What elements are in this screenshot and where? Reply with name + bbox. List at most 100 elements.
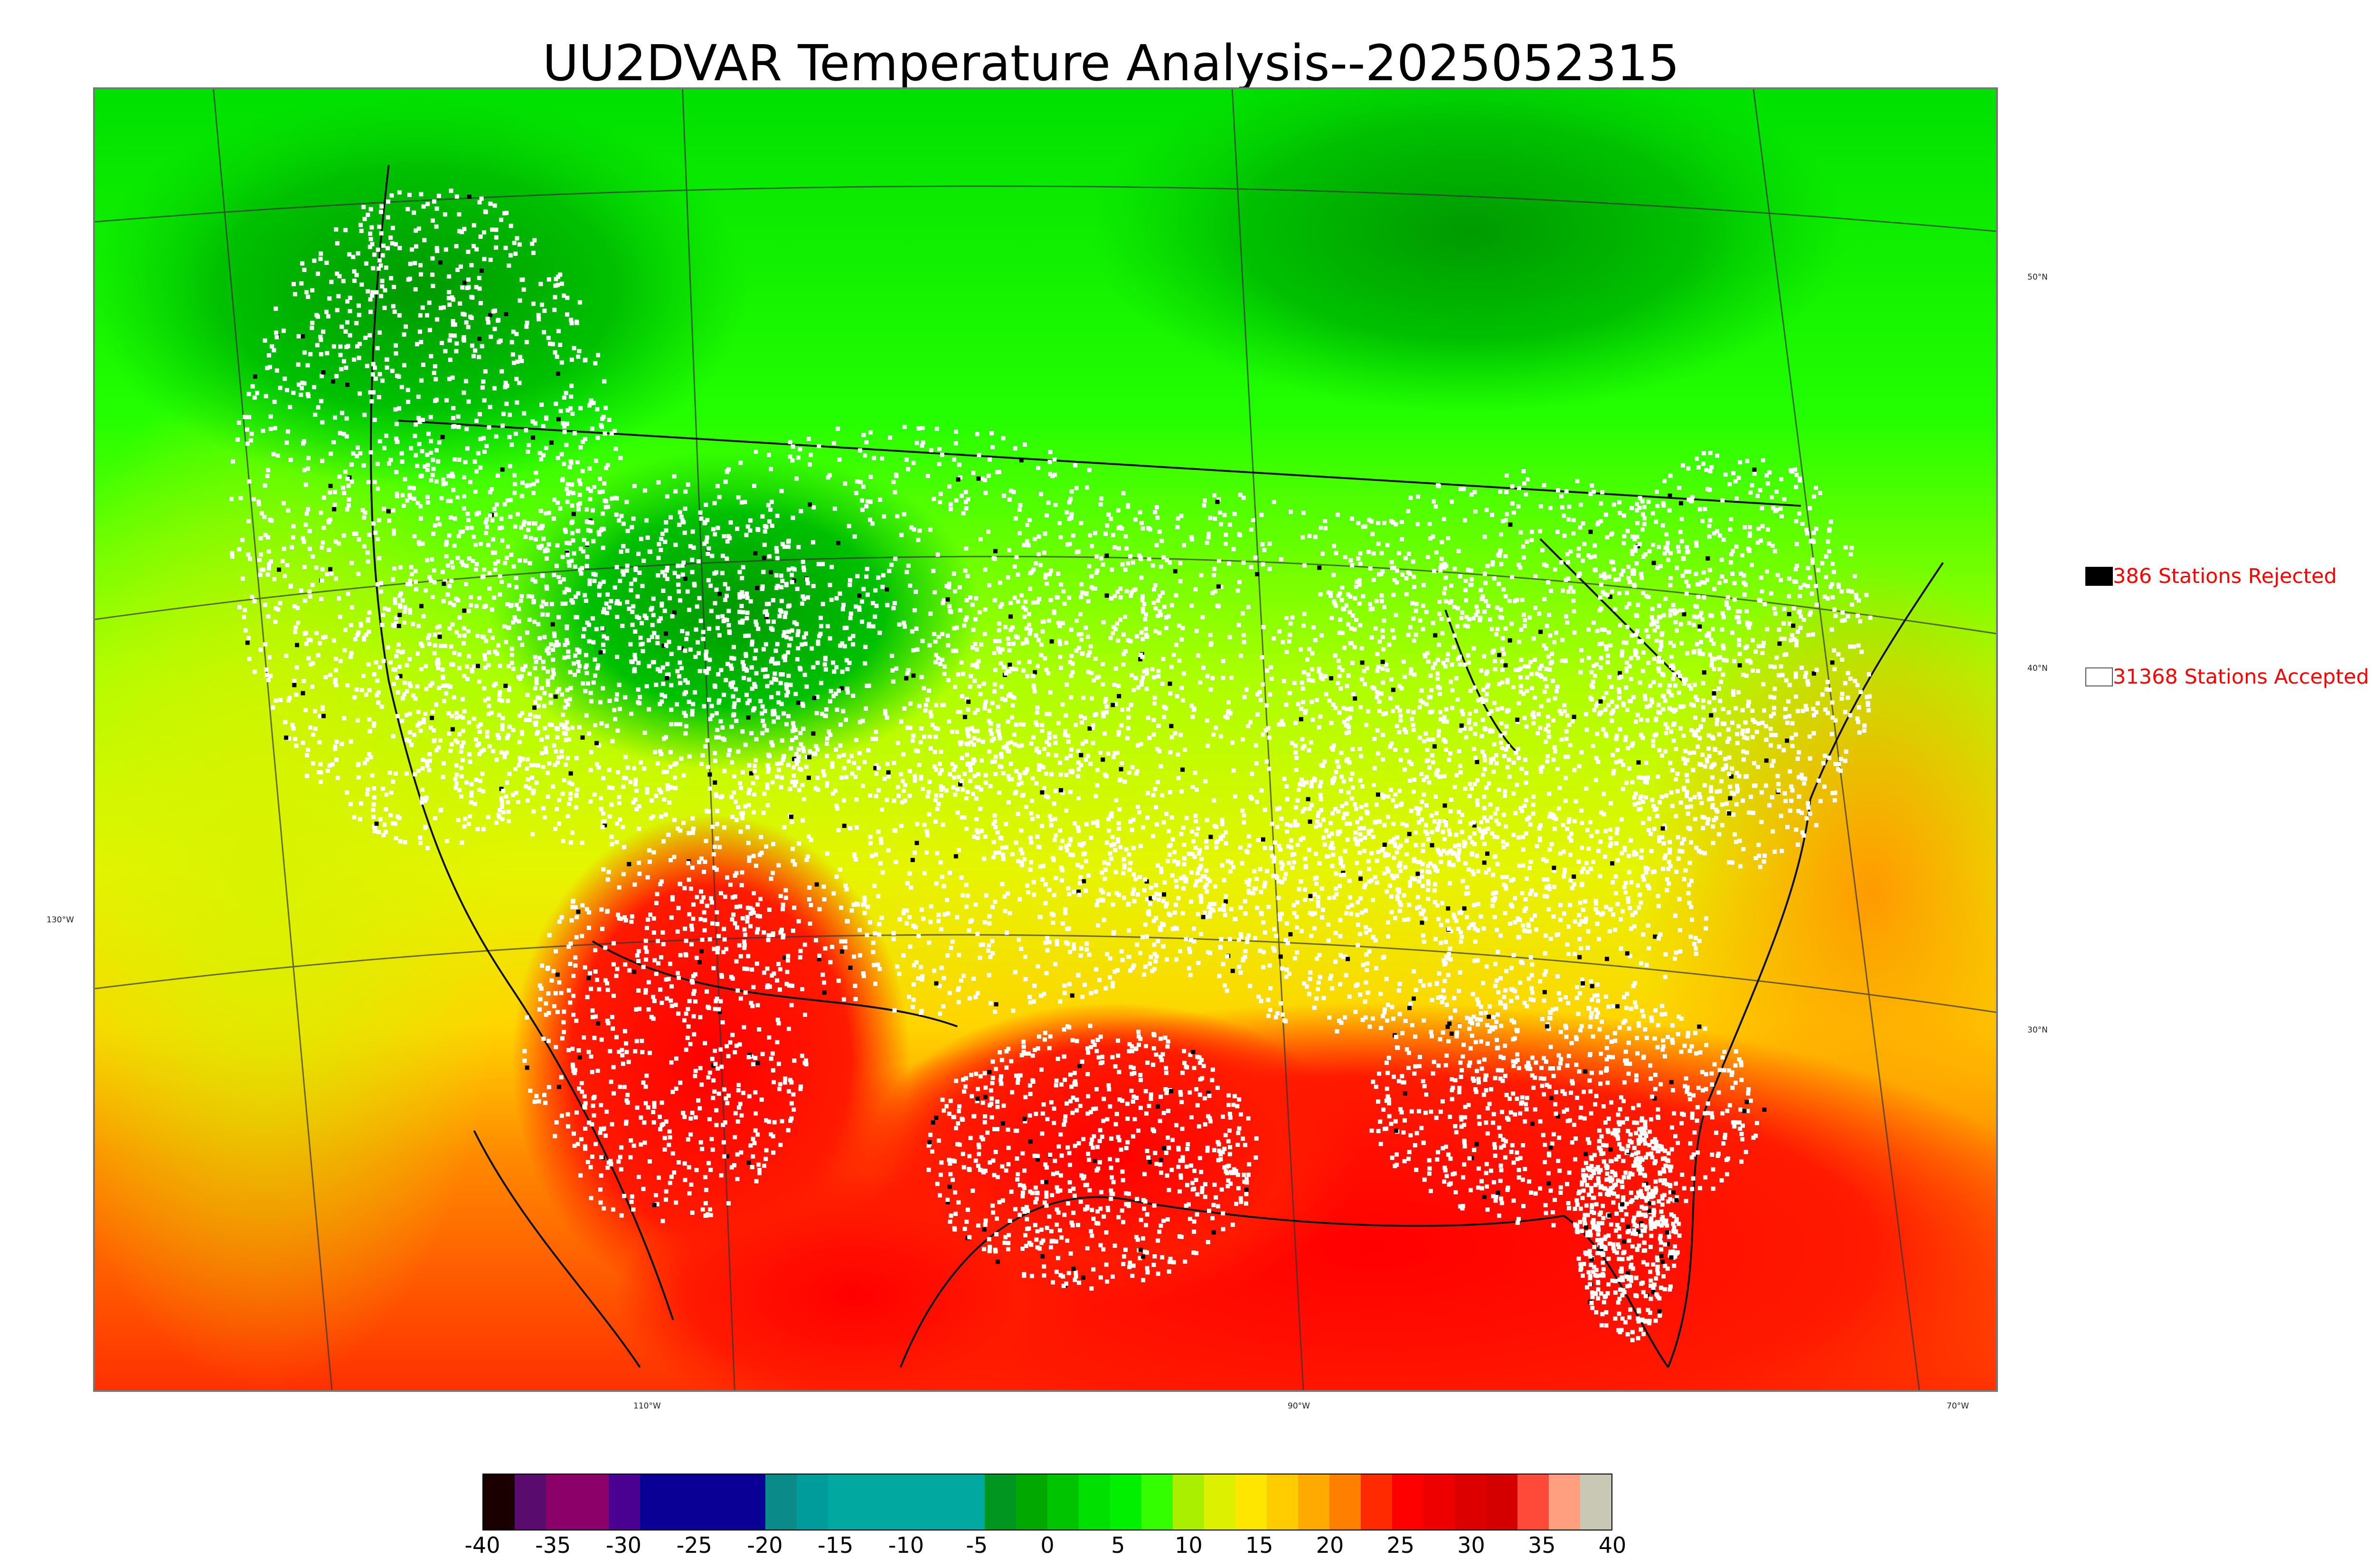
station-marker <box>1333 807 1338 811</box>
station-marker <box>1017 772 1022 777</box>
station-marker <box>459 794 463 799</box>
station-marker <box>1601 727 1606 732</box>
station-marker <box>536 730 540 734</box>
station-marker <box>389 276 394 281</box>
station-marker <box>1369 635 1374 640</box>
station-marker <box>914 590 918 594</box>
station-marker <box>1299 777 1304 782</box>
station-marker <box>419 378 424 383</box>
station-marker <box>1537 611 1542 616</box>
station-marker <box>293 629 298 634</box>
station-marker <box>427 768 432 772</box>
station-marker <box>1408 625 1413 629</box>
station-marker <box>1633 791 1638 796</box>
station-marker <box>963 499 968 504</box>
station-marker <box>403 840 407 845</box>
station-marker <box>999 661 1003 666</box>
station-marker <box>1369 828 1374 833</box>
station-marker <box>1160 793 1165 798</box>
station-marker <box>1232 512 1237 516</box>
station-marker <box>562 430 567 434</box>
station-marker <box>390 577 395 582</box>
station-marker <box>682 711 687 715</box>
station-marker <box>947 604 952 609</box>
station-marker <box>825 736 829 741</box>
station-marker <box>533 686 537 691</box>
station-marker <box>722 693 726 697</box>
station-marker <box>615 770 620 774</box>
station-marker <box>1126 638 1130 643</box>
station-marker <box>352 531 357 536</box>
station-marker <box>769 467 773 471</box>
station-marker <box>505 736 509 741</box>
station-marker <box>729 724 734 729</box>
station-marker <box>400 598 405 603</box>
station-marker <box>441 775 445 779</box>
station-marker <box>1050 474 1055 479</box>
station-marker <box>817 444 821 449</box>
station-marker <box>1314 824 1319 829</box>
station-marker <box>1074 648 1079 653</box>
station-marker <box>964 826 969 831</box>
station-marker <box>672 474 677 479</box>
station-marker <box>1268 692 1272 697</box>
station-marker <box>438 260 443 265</box>
station-marker <box>1427 780 1432 785</box>
station-marker <box>1621 640 1626 645</box>
station-marker <box>544 556 549 561</box>
station-marker <box>565 756 570 761</box>
station-marker <box>1118 845 1123 849</box>
station-marker <box>477 752 482 756</box>
station-marker <box>250 594 254 599</box>
station-marker <box>1340 668 1345 673</box>
station-marker <box>1136 743 1140 748</box>
station-marker <box>1211 732 1216 737</box>
station-marker <box>1275 807 1280 811</box>
station-marker <box>1425 869 1430 874</box>
station-marker <box>382 507 386 511</box>
station-marker <box>693 655 698 659</box>
station-marker <box>556 371 560 376</box>
station-marker <box>1485 563 1490 568</box>
station-marker <box>462 226 467 231</box>
station-marker <box>1528 822 1533 827</box>
station-marker <box>819 615 823 620</box>
station-marker <box>1175 525 1180 529</box>
station-marker <box>1534 927 1539 932</box>
station-marker <box>789 746 793 751</box>
station-marker <box>321 370 326 375</box>
station-marker <box>503 561 508 565</box>
station-marker <box>697 596 702 601</box>
station-marker <box>301 691 305 695</box>
station-marker <box>1731 689 1735 694</box>
station-marker <box>570 531 575 535</box>
station-marker <box>1337 883 1342 888</box>
station-marker <box>454 349 459 354</box>
station-marker <box>601 686 605 691</box>
station-marker <box>1668 576 1673 580</box>
station-marker <box>1024 637 1028 642</box>
station-marker <box>333 539 338 544</box>
station-marker <box>1065 542 1070 547</box>
station-marker <box>763 667 768 672</box>
station-marker <box>539 685 544 690</box>
station-marker <box>1428 673 1433 678</box>
station-marker <box>555 735 560 740</box>
station-marker <box>1441 516 1446 521</box>
station-marker <box>318 335 323 339</box>
station-marker <box>577 478 582 483</box>
station-marker <box>1417 705 1422 710</box>
station-marker <box>1692 750 1696 755</box>
station-marker <box>874 729 878 734</box>
station-marker <box>394 422 399 426</box>
station-marker <box>977 684 981 688</box>
station-marker <box>316 314 320 319</box>
station-marker <box>394 469 399 474</box>
station-marker <box>592 579 597 583</box>
station-marker <box>1411 723 1415 727</box>
station-marker <box>562 424 567 429</box>
station-marker <box>568 771 573 776</box>
station-marker <box>518 758 522 763</box>
station-marker <box>1589 834 1594 838</box>
station-marker <box>1630 534 1635 539</box>
